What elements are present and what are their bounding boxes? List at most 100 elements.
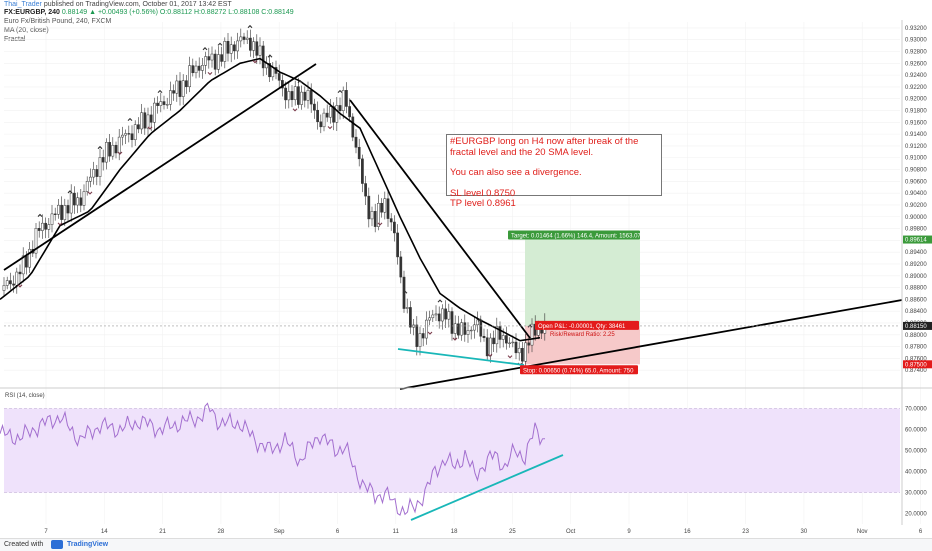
candle-body: [5, 280, 9, 286]
candle-body: [98, 157, 102, 177]
rsi-tick-label: 60.0000: [905, 428, 927, 434]
fractal-up-marker: [247, 24, 253, 29]
trendline-descending[interactable]: [349, 99, 531, 339]
price-chart[interactable]: Target: 0.01464 (1.66%) 146.4, Amount: 1…: [0, 0, 932, 538]
price-tick-label: 0.92800: [905, 50, 927, 56]
candle-body: [495, 326, 499, 345]
candle-body: [393, 221, 396, 234]
candle-body: [300, 91, 303, 105]
fractal-up-marker: [477, 318, 483, 322]
rsi-line[interactable]: [0, 402, 546, 516]
candle-body: [191, 65, 195, 74]
ma-20-line[interactable]: [0, 57, 541, 342]
fractal-down-marker: [117, 151, 123, 155]
trendline-rising-long[interactable]: [399, 299, 903, 390]
candle-body: [185, 80, 188, 88]
candle-body: [293, 86, 297, 101]
time-tick-label: 21: [159, 529, 166, 535]
tradingview-brand[interactable]: TradingView: [67, 541, 109, 548]
price-tick-label: 0.92400: [905, 73, 927, 79]
candle-body: [476, 319, 479, 326]
price-tag-bg: [903, 235, 932, 244]
candle-body: [501, 335, 505, 340]
price-tag: 0.89614: [905, 238, 927, 244]
candle-body: [181, 80, 185, 97]
candle-body: [527, 342, 531, 346]
candle-body: [69, 192, 73, 214]
time-tick-label: 6: [919, 529, 923, 535]
fractal-down-marker: [147, 126, 153, 130]
price-tag: 0.87500: [905, 362, 927, 368]
rsi-tick-label: 30.0000: [905, 491, 927, 497]
candle-body: [268, 63, 271, 78]
candle-body: [149, 114, 153, 123]
candle-body: [133, 124, 137, 140]
candle-body: [66, 205, 70, 214]
price-tick-label: 0.90200: [905, 203, 927, 209]
candle-body: [201, 65, 204, 71]
open-pnl-label: Open P&L: -0.00001, Qty: 38461: [538, 324, 626, 330]
candle-body: [25, 255, 28, 268]
candle-body: [28, 248, 31, 268]
price-tick-label: 0.87800: [905, 345, 927, 351]
candle-body: [101, 157, 105, 163]
author-link[interactable]: Thai_Trader: [4, 1, 42, 8]
target-zone[interactable]: [525, 239, 640, 326]
fractal-up-marker: [202, 47, 208, 51]
rsi-label[interactable]: RSI (14, close): [5, 393, 45, 399]
candle-body: [409, 307, 412, 328]
fractal-up-marker: [37, 213, 43, 217]
candle-body: [444, 308, 447, 320]
candle-body: [223, 40, 227, 62]
candle-body: [319, 121, 323, 128]
fractal-up-marker: [402, 290, 408, 294]
support-line-cyan[interactable]: [397, 348, 525, 366]
time-tick-label: 9: [627, 529, 631, 535]
price-tick-label: 0.88800: [905, 286, 927, 292]
candle-body: [21, 255, 25, 275]
ma-indicator-label[interactable]: MA (20, close): [4, 27, 49, 34]
candle-body: [498, 326, 502, 340]
candle-body: [255, 41, 259, 56]
fractal-down-marker: [207, 71, 213, 76]
trade-note[interactable]: #EURGBP long on H4 now after break of th…: [446, 134, 662, 209]
candle-body: [357, 147, 361, 160]
candle-body: [469, 329, 473, 332]
candle-body: [303, 91, 307, 101]
rsi-tick-label: 40.0000: [905, 470, 927, 476]
price-tick-label: 0.90400: [905, 191, 927, 197]
candle-body: [258, 45, 262, 56]
trendline-rising-left[interactable]: [3, 63, 317, 271]
candle-body: [34, 228, 38, 254]
price-tick-label: 0.92000: [905, 97, 927, 103]
candle-body: [415, 324, 419, 347]
publish-text: published on TradingView.com, October 01…: [43, 1, 232, 8]
candle-body: [137, 124, 140, 130]
time-tick-label: 30: [801, 529, 808, 535]
candle-body: [277, 73, 281, 81]
stop-label-bg: [520, 365, 638, 375]
candle-body: [271, 67, 275, 78]
candle-body: [229, 44, 233, 54]
candle-body: [373, 211, 377, 227]
price-tick-label: 0.93200: [905, 26, 927, 32]
symbol: FX:EURGBP, 240: [4, 9, 60, 16]
candle-body: [213, 53, 217, 70]
candle-body: [325, 112, 329, 118]
rsi-divergence-line[interactable]: [410, 454, 564, 521]
candle-body: [194, 65, 198, 74]
time-tick-label: 18: [451, 529, 458, 535]
candle-body: [399, 256, 403, 278]
candle-body: [18, 271, 22, 275]
fractal-up-marker: [127, 117, 133, 122]
candle-body: [405, 307, 409, 309]
candle-body: [386, 198, 390, 219]
candle-body: [15, 271, 19, 286]
rsi-tick-label: 70.0000: [905, 407, 927, 413]
tradingview-logo-icon[interactable]: [51, 540, 63, 549]
rsi-band: [4, 408, 900, 493]
candle-body: [453, 323, 457, 334]
fractal-up-marker: [437, 299, 443, 303]
candle-body: [127, 133, 131, 135]
candle-body: [290, 91, 294, 101]
